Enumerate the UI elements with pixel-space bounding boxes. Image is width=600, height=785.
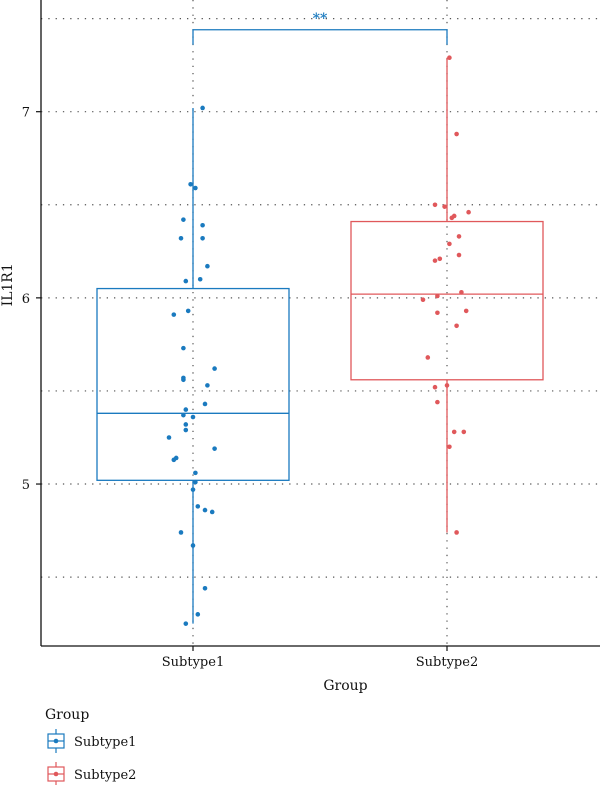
data-point <box>444 383 450 388</box>
data-point <box>200 105 205 111</box>
data-point <box>181 217 186 222</box>
data-point <box>171 312 177 317</box>
data-point <box>454 530 459 535</box>
data-point <box>202 507 208 513</box>
y-tick-label: 7 <box>22 106 30 121</box>
data-point <box>188 182 193 187</box>
data-point <box>435 399 440 405</box>
x-axis-title: Group <box>323 678 367 694</box>
data-point <box>166 435 172 440</box>
data-point <box>197 276 203 282</box>
data-point <box>437 256 443 262</box>
data-point <box>447 55 452 61</box>
box <box>350 220 544 381</box>
data-point <box>420 297 426 303</box>
data-point <box>181 345 186 351</box>
legend-point <box>53 738 59 744</box>
data-point <box>454 131 459 137</box>
legend-label: Subtype2 <box>74 768 136 783</box>
data-point <box>195 504 201 509</box>
data-point <box>463 308 469 314</box>
legend-point <box>53 771 59 777</box>
legend-label: Subtype1 <box>74 735 136 750</box>
significance-bracket: ** <box>192 11 448 45</box>
data-point <box>181 377 186 383</box>
data-point <box>183 427 189 433</box>
data-point <box>449 215 455 221</box>
y-axis-title: IL1R1 <box>0 263 16 306</box>
data-point <box>447 444 452 450</box>
data-point <box>181 412 186 418</box>
data-point <box>425 355 431 360</box>
y-tick-label: 6 <box>22 292 30 307</box>
legend: Group Subtype1 Subtype2 <box>45 707 136 785</box>
data-point <box>454 323 459 329</box>
data-point <box>183 621 189 626</box>
data-point <box>190 414 196 420</box>
data-point <box>456 234 462 239</box>
data-point <box>205 263 210 269</box>
data-point <box>183 407 189 412</box>
box <box>96 287 290 481</box>
data-point <box>195 612 201 617</box>
legend-key-subtype2 <box>47 762 65 785</box>
data-point <box>190 543 196 548</box>
data-point <box>435 293 440 299</box>
data-point <box>202 401 208 407</box>
x-tick-label: Subtype2 <box>416 655 478 670</box>
data-point <box>212 446 217 451</box>
data-point <box>193 185 198 191</box>
data-point <box>442 204 447 209</box>
data-point <box>212 366 217 371</box>
y-tick-label: 5 <box>22 478 30 493</box>
x-tick-label: Subtype1 <box>162 655 224 670</box>
data-point <box>432 202 438 208</box>
data-point <box>193 479 198 485</box>
data-point <box>459 289 464 295</box>
data-point <box>178 530 184 535</box>
significance-label: ** <box>313 11 328 27</box>
data-point <box>171 457 177 463</box>
data-point <box>183 422 189 427</box>
data-point <box>432 258 438 263</box>
data-point <box>185 308 191 314</box>
data-point <box>178 235 184 241</box>
gridlines <box>41 0 600 646</box>
data-point <box>209 509 215 515</box>
data-point <box>202 585 208 591</box>
series-subtype2 <box>350 55 544 535</box>
data-point <box>435 310 440 316</box>
data-point <box>456 252 462 258</box>
data-point <box>432 384 438 390</box>
data-point <box>200 222 205 228</box>
bracket-line <box>192 29 448 45</box>
legend-title: Group <box>45 707 89 723</box>
data-point <box>466 209 471 215</box>
data-point <box>183 278 189 284</box>
data-point <box>461 429 467 435</box>
legend-key-subtype1 <box>47 729 65 753</box>
data-point <box>451 429 457 435</box>
data-point <box>193 470 198 476</box>
data-point <box>190 487 196 492</box>
data-point <box>205 383 210 388</box>
data-point <box>200 235 205 241</box>
data-point <box>447 241 452 247</box>
series-subtype1 <box>96 105 290 626</box>
